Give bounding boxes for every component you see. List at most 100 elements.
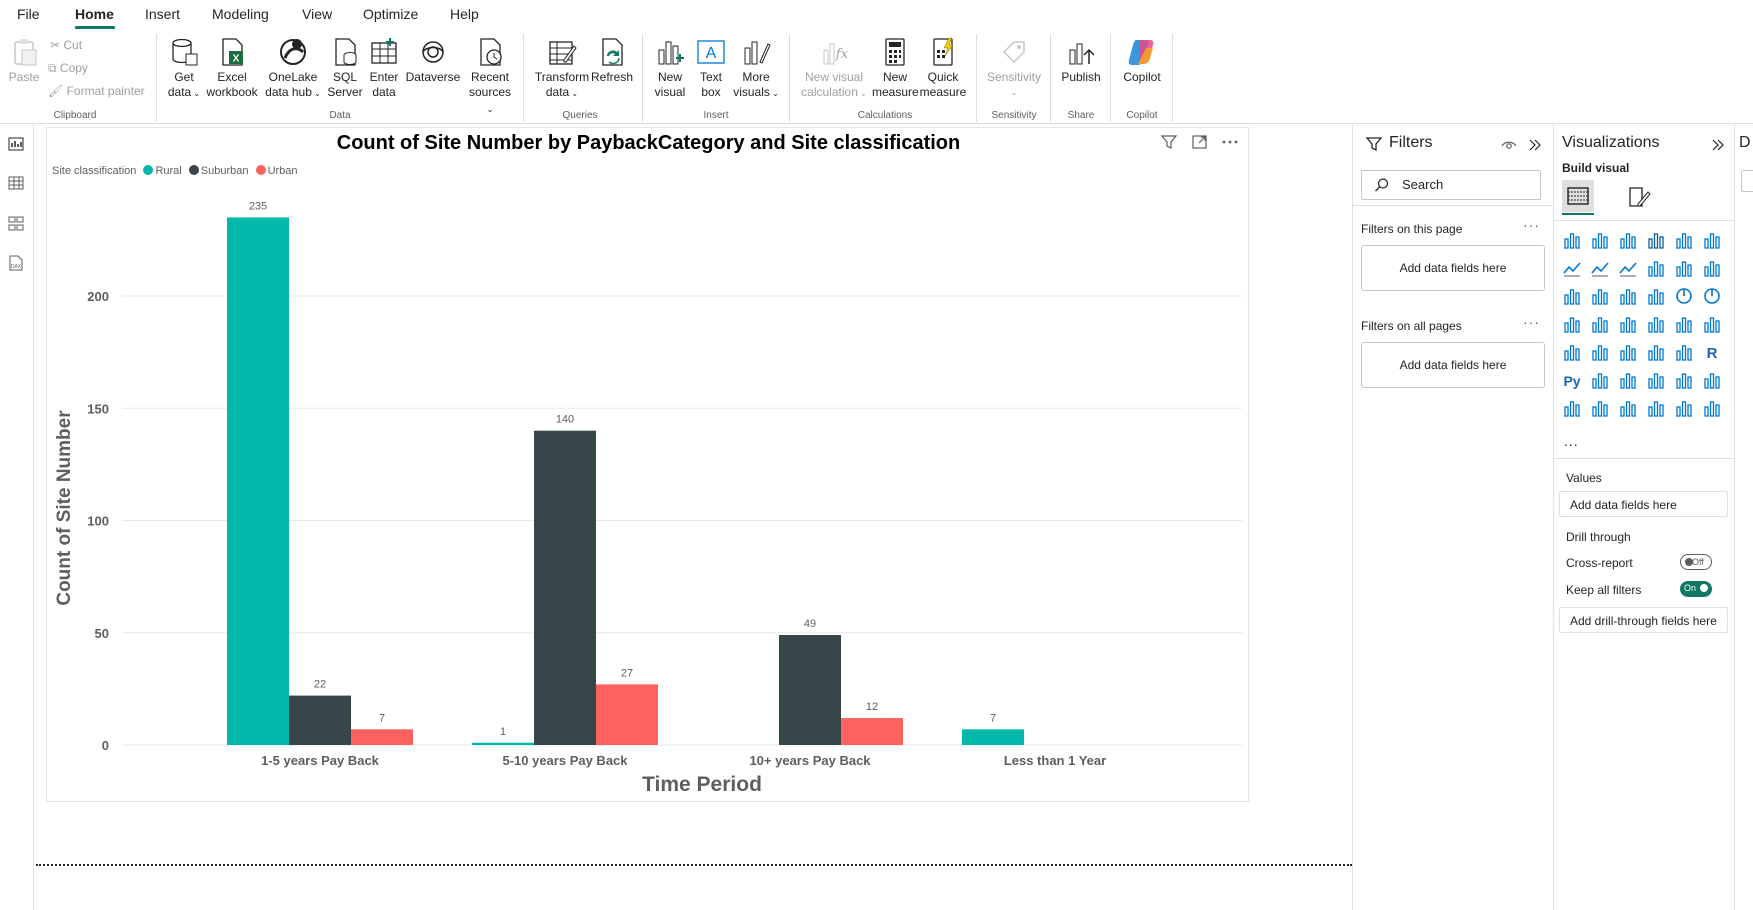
excel-workbook-button[interactable]: X Excel workbook bbox=[206, 36, 258, 100]
this-page-drop-well[interactable]: Add data fields here bbox=[1361, 245, 1545, 291]
100-stacked-area-chart-icon[interactable] bbox=[1646, 258, 1666, 278]
tab-help[interactable]: Help bbox=[450, 6, 479, 22]
power-apps-icon[interactable] bbox=[1674, 398, 1694, 418]
100-stacked-bar-chart-icon[interactable] bbox=[1674, 230, 1694, 250]
values-drop-well[interactable]: Add data fields here bbox=[1559, 491, 1728, 517]
table-view-icon[interactable] bbox=[7, 174, 25, 192]
new-visual-calculation-button[interactable]: fx New visual calculation ⌄ bbox=[797, 36, 871, 101]
treemap-icon[interactable] bbox=[1562, 314, 1582, 334]
tab-home[interactable]: Home bbox=[75, 6, 114, 22]
qa-icon[interactable] bbox=[1646, 370, 1666, 390]
get-data-button[interactable]: Get data ⌄ bbox=[163, 36, 205, 101]
drill-through-drop-well[interactable]: Add drill-through fields here bbox=[1559, 607, 1728, 633]
legend-item-rural[interactable]: Rural bbox=[143, 165, 182, 177]
funnel-chart-icon[interactable] bbox=[1618, 286, 1638, 306]
paste-button[interactable]: Paste bbox=[6, 36, 42, 85]
python-visual-icon[interactable]: Py bbox=[1562, 370, 1582, 390]
tab-view[interactable]: View bbox=[302, 6, 333, 22]
power-automate-icon[interactable] bbox=[1702, 398, 1722, 418]
eye-icon[interactable] bbox=[1501, 137, 1517, 153]
report-view-icon[interactable] bbox=[7, 135, 25, 153]
data-search-input[interactable] bbox=[1741, 170, 1753, 192]
area-chart-icon[interactable] bbox=[1590, 258, 1610, 278]
tab-insert[interactable]: Insert bbox=[145, 6, 181, 22]
onelake-data-hub-button[interactable]: OneLake data hub ⌄ bbox=[262, 36, 324, 101]
r-visual-icon[interactable]: R bbox=[1702, 342, 1722, 362]
more-options-icon[interactable] bbox=[1220, 132, 1240, 152]
clustered-column-chart-icon[interactable] bbox=[1646, 230, 1666, 250]
goals-icon[interactable] bbox=[1702, 370, 1722, 390]
format-visual-icon[interactable] bbox=[1626, 184, 1652, 210]
new-visual-button[interactable]: New visual bbox=[650, 36, 690, 100]
ribbon-chart-icon[interactable] bbox=[1562, 286, 1582, 306]
multi-row-card-icon[interactable] bbox=[1562, 342, 1582, 362]
more-visuals-ellipsis[interactable]: ... bbox=[1564, 433, 1579, 449]
stacked-bar-chart-icon[interactable] bbox=[1562, 230, 1582, 250]
map-icon[interactable] bbox=[1590, 314, 1610, 334]
decomposition-tree-icon[interactable] bbox=[1618, 370, 1638, 390]
text-box-button[interactable]: A Text box bbox=[693, 36, 729, 100]
dataverse-button[interactable]: Dataverse bbox=[403, 36, 463, 85]
all-pages-drop-well[interactable]: Add data fields here bbox=[1361, 342, 1545, 388]
line-chart-icon[interactable] bbox=[1562, 258, 1582, 278]
stacked-column-chart-icon[interactable] bbox=[1590, 230, 1610, 250]
donut-chart-icon[interactable] bbox=[1702, 286, 1722, 306]
scatter-chart-icon[interactable] bbox=[1646, 286, 1666, 306]
cut-button[interactable]: ✂ Cut bbox=[50, 38, 82, 52]
dax-query-view-icon[interactable]: DAX bbox=[7, 254, 25, 272]
tab-modeling[interactable]: Modeling bbox=[212, 6, 269, 22]
arcgis-map-icon[interactable] bbox=[1646, 398, 1666, 418]
new-measure-button[interactable]: New measure bbox=[872, 36, 919, 100]
kpi-icon[interactable] bbox=[1590, 342, 1610, 362]
azure-map-icon[interactable] bbox=[1646, 314, 1666, 334]
card-icon[interactable] bbox=[1702, 314, 1722, 334]
sensitivity-button[interactable]: Sensitivity ⌄ bbox=[983, 36, 1045, 100]
all-pages-more-options[interactable]: ··· bbox=[1523, 314, 1540, 330]
tab-optimize[interactable]: Optimize bbox=[363, 6, 419, 22]
sql-server-button[interactable]: SQL Server bbox=[326, 36, 364, 100]
paginated-report-icon[interactable] bbox=[1674, 370, 1694, 390]
line-stacked-column-chart-icon[interactable] bbox=[1674, 258, 1694, 278]
data-pane-collapsed[interactable]: D bbox=[1734, 125, 1753, 910]
collapse-visualizations-icon[interactable] bbox=[1710, 137, 1726, 153]
key-influencers-icon[interactable] bbox=[1590, 370, 1610, 390]
filled-map-icon[interactable] bbox=[1618, 314, 1638, 334]
keep-all-filters-toggle[interactable]: On bbox=[1680, 581, 1712, 597]
matrix-icon[interactable] bbox=[1674, 342, 1694, 362]
slicer-icon[interactable] bbox=[1618, 342, 1638, 362]
refresh-button[interactable]: Refresh bbox=[590, 36, 634, 85]
gauge-icon[interactable] bbox=[1674, 314, 1694, 334]
cross-report-toggle[interactable]: Off bbox=[1680, 554, 1712, 570]
this-page-more-options[interactable]: ··· bbox=[1523, 217, 1540, 233]
legend-item-suburban[interactable]: Suburban bbox=[188, 165, 249, 177]
tab-file[interactable]: File bbox=[17, 6, 40, 22]
transform-data-button[interactable]: Transform data ⌄ bbox=[533, 36, 591, 101]
publish-button[interactable]: Publish bbox=[1058, 36, 1104, 85]
narrative-icon[interactable] bbox=[1562, 398, 1582, 418]
legend-swatch-rural bbox=[143, 165, 154, 175]
filter-icon[interactable] bbox=[1159, 132, 1179, 152]
quick-measure-button[interactable]: Quick measure bbox=[918, 36, 968, 100]
100-stacked-column-chart-icon[interactable] bbox=[1702, 230, 1722, 250]
more-visuals-button[interactable]: More visuals ⌄ bbox=[730, 36, 782, 101]
table-visual-icon[interactable] bbox=[1646, 342, 1666, 362]
focus-mode-icon[interactable] bbox=[1190, 132, 1210, 152]
format-painter-button[interactable]: 🖌 Format painter bbox=[48, 84, 145, 98]
copilot-button[interactable]: Copilot bbox=[1118, 36, 1166, 85]
build-visual-tab[interactable] bbox=[1562, 180, 1594, 212]
enter-data-button[interactable]: Enter data bbox=[366, 36, 402, 100]
collapse-filters-icon[interactable] bbox=[1527, 137, 1543, 153]
card-new-icon[interactable] bbox=[1590, 398, 1610, 418]
model-view-icon[interactable] bbox=[7, 214, 25, 232]
copy-button[interactable]: ⧉ Copy bbox=[48, 61, 88, 76]
waterfall-chart-icon[interactable] bbox=[1590, 286, 1610, 306]
clustered-bar-chart-icon[interactable] bbox=[1618, 230, 1638, 250]
line-clustered-column-chart-icon[interactable] bbox=[1702, 258, 1722, 278]
stacked-area-chart-icon[interactable] bbox=[1618, 258, 1638, 278]
pie-chart-icon[interactable] bbox=[1674, 286, 1694, 306]
clustered-column-chart-visual[interactable]: Count of Site Number by PaybackCategory … bbox=[46, 127, 1249, 802]
legend-item-urban[interactable]: Urban bbox=[255, 165, 298, 177]
recent-sources-button[interactable]: Recent sources ⌄ bbox=[465, 36, 515, 117]
button-slicer-icon[interactable] bbox=[1618, 398, 1638, 418]
filter-search-input[interactable]: Search bbox=[1361, 170, 1541, 200]
